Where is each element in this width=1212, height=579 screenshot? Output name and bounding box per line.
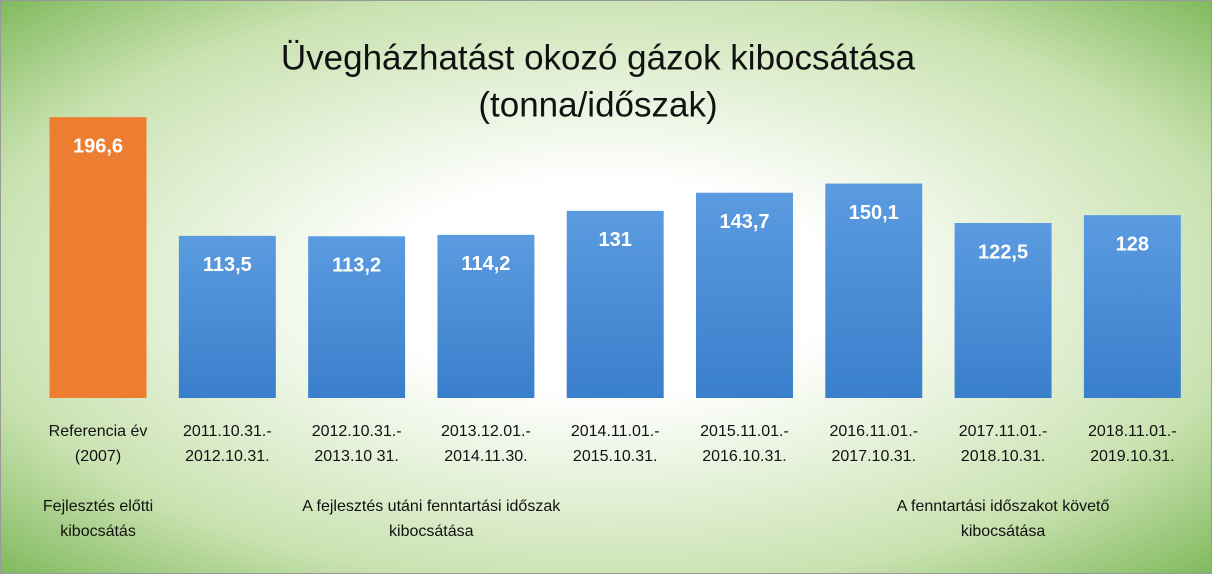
x-tick-label: 2015.11.01.-	[700, 423, 789, 440]
bar	[178, 235, 276, 398]
data-label: 143,7	[719, 211, 769, 233]
data-label: 114,2	[461, 253, 510, 275]
annotation: A fejlesztés utáni fenntartási időszak	[302, 498, 561, 515]
data-label: 113,5	[203, 254, 252, 276]
annotation: Fejlesztés előtti	[43, 498, 153, 515]
annotation: kibocsátása	[961, 523, 1046, 540]
x-tick-label: 2016.10.31.	[702, 448, 787, 465]
x-tick-label: 2011.10.31.-	[183, 423, 272, 440]
data-label: 113,2	[332, 255, 381, 277]
data-label: 128	[1116, 233, 1149, 255]
x-tick-label: 2013.10 31.	[314, 448, 399, 465]
x-tick-label: 2015.10.31.	[573, 448, 658, 465]
x-tick-label: 2014.11.30.	[444, 448, 527, 465]
bar	[49, 117, 147, 399]
bar	[437, 234, 535, 398]
x-tick-label: 2013.12.01.-	[441, 423, 531, 440]
data-label: 150,1	[849, 202, 899, 224]
x-tick-label: Referencia év	[49, 423, 148, 440]
chart-title: (tonna/időszak)	[478, 85, 717, 124]
bar	[696, 192, 793, 398]
bar	[954, 223, 1052, 398]
x-tick-label: 2012.10.31.-	[312, 423, 402, 440]
x-tick-label: 2017.10.31.	[832, 448, 917, 465]
x-tick-label: 2016.11.01.-	[829, 423, 918, 440]
annotation: kibocsátás	[60, 523, 136, 540]
bar	[1083, 215, 1181, 398]
x-tick-label: 2017.11.01.-	[959, 423, 1048, 440]
bar	[566, 210, 664, 398]
chart-title: Üvegházhatást okozó gázok kibocsátása	[281, 38, 916, 77]
data-label: 131	[599, 229, 632, 251]
x-tick-label: 2018.11.01.-	[1088, 423, 1177, 440]
annotation: A fenntartási időszakot követő	[897, 498, 1110, 515]
x-tick-label: (2007)	[75, 448, 121, 465]
data-label: 196,6	[73, 135, 123, 157]
x-tick-label: 2019.10.31.	[1090, 448, 1175, 465]
bar	[825, 183, 923, 398]
x-tick-label: 2014.11.01.-	[571, 423, 660, 440]
data-label: 122,5	[978, 241, 1028, 263]
x-tick-label: 2018.10.31.	[961, 448, 1046, 465]
bar	[308, 236, 406, 398]
annotation: kibocsátása	[389, 523, 474, 540]
x-tick-label: 2012.10.31.	[185, 448, 270, 465]
